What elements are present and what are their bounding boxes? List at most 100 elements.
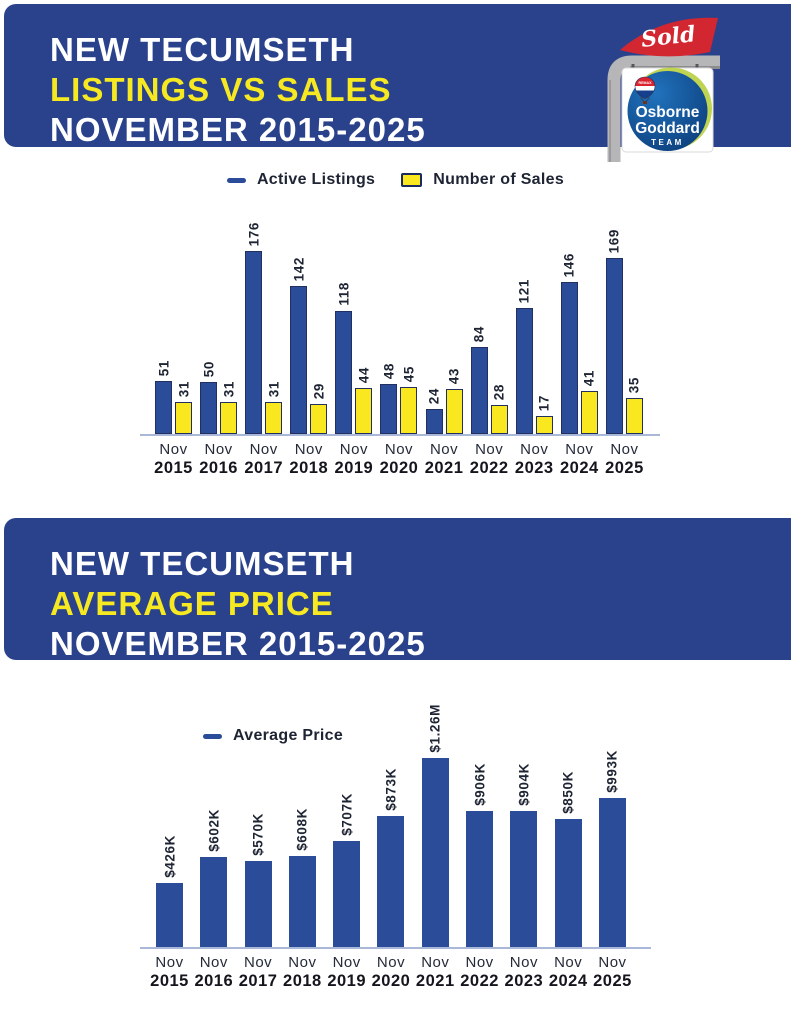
listings-sales-title: NEW TECUMSETH LISTINGS VS SALES NOVEMBER… [4, 4, 791, 150]
bar [244, 861, 272, 947]
bar-group: $993K [598, 750, 626, 947]
bar [200, 382, 218, 434]
bar-slot: 176 [245, 222, 263, 434]
legend-item-average-price: Average Price [203, 727, 343, 745]
bar-value-label: 51 [156, 359, 171, 376]
plot-area: $426K $602K $570K $608K $707K $873K $1.26M $906… [140, 704, 651, 949]
bar-group: $904K [510, 763, 538, 947]
bar-value-label: 17 [536, 394, 552, 411]
sold-flag-label: Sold [640, 21, 697, 53]
bar-group: $570K [244, 813, 272, 947]
bar-value-label: 31 [221, 380, 237, 397]
bar-value-label: 50 [201, 360, 217, 377]
bar [335, 311, 353, 434]
bar-group: 118 44 [335, 282, 373, 434]
bar-value-label: 169 [606, 228, 622, 253]
bar-value-label: $602K [206, 809, 222, 852]
bar-group: $850K [554, 771, 582, 947]
bar-value-label: $608K [294, 808, 310, 851]
bar-slot: $906K [466, 763, 494, 947]
bar [175, 402, 192, 434]
x-axis-label: Nov 2023 [514, 441, 554, 477]
bar-slot: 84 [470, 326, 488, 434]
bar [598, 798, 626, 947]
average-price-header-band: NEW TECUMSETH AVERAGE PRICE NOVEMBER 201… [4, 518, 791, 662]
bar-group: 50 31 [200, 361, 238, 434]
bar-value-label: 84 [471, 325, 487, 342]
average-price-title: NEW TECUMSETH AVERAGE PRICE NOVEMBER 201… [4, 518, 791, 664]
bar [470, 347, 488, 434]
bar-group: $707K [333, 793, 361, 947]
bar-group: 121 17 [515, 279, 553, 434]
bar [425, 409, 443, 434]
bar-value-label: 48 [381, 362, 397, 379]
x-axis-label: Nov 2017 [244, 441, 284, 477]
x-axis-label: Nov 2022 [469, 441, 509, 477]
bar-value-label: 24 [426, 387, 442, 404]
x-axis: Nov 2015 Nov 2016 Nov 2017 Nov 2018 Nov 2019 Nov 20… [150, 954, 631, 991]
x-axis-label: Nov 2019 [327, 954, 367, 990]
bar [265, 402, 283, 434]
bar-slot: 43 [445, 368, 463, 434]
x-axis-label: Nov 2022 [460, 954, 499, 990]
bar-value-label: $1.26M [427, 704, 443, 753]
bar-slot: $426K [156, 835, 183, 947]
bar [288, 856, 316, 947]
bar [220, 402, 238, 434]
title-line-1: NEW TECUMSETH [50, 545, 355, 582]
x-axis: Nov 2015 Nov 2016 Nov 2017 Nov 2018 Nov 2019 Nov 20… [154, 441, 643, 478]
legend-item-active-listings: Active Listings [226, 171, 376, 189]
x-axis-label: Nov 2020 [379, 441, 419, 477]
bar [155, 381, 172, 434]
legend-label: Active Listings [256, 171, 376, 188]
bar [355, 388, 373, 434]
bar [510, 811, 538, 947]
bar-slot: 41 [580, 370, 598, 434]
x-axis-label: Nov 2016 [194, 954, 234, 990]
bar [245, 251, 263, 434]
bar-group: 84 28 [470, 326, 508, 434]
bar-slot: 45 [400, 366, 418, 434]
x-axis-label: Nov 2016 [199, 441, 238, 477]
remax-balloon-icon: REMAX [634, 76, 656, 104]
bar-value-label: 176 [246, 221, 262, 246]
legend-label: Number of Sales [433, 171, 565, 188]
x-axis-label: Nov 2018 [289, 441, 329, 477]
bar-value-label: 41 [581, 369, 597, 386]
x-axis-label: Nov 2021 [415, 954, 455, 990]
bar-slot: 35 [625, 377, 643, 434]
bar-slot: $873K [377, 768, 405, 947]
bar-slot: $570K [244, 813, 272, 947]
bar [466, 811, 494, 947]
bar-group: 176 31 [245, 222, 283, 434]
sold-flag: Sold [620, 17, 718, 57]
bar-value-label: 121 [516, 278, 532, 303]
bar-slot: 24 [425, 388, 443, 434]
team-sign: Osborne Goddard TEAM REMAX [621, 64, 714, 153]
bar [290, 286, 308, 434]
balloon-label: REMAX [639, 81, 653, 85]
x-axis-label: Nov 2024 [559, 441, 599, 477]
team-logo: Sold Osborne Goddard TEAM REMAX [607, 17, 720, 162]
x-axis-label: Nov 2015 [150, 954, 189, 990]
bar [310, 404, 328, 434]
bar-slot: 51 [155, 360, 172, 434]
bar-value-label: $570K [250, 813, 266, 856]
bar-slot: 121 [515, 279, 533, 434]
bar [333, 841, 361, 947]
bar-slot: $1.26M [421, 704, 449, 947]
bar-slot: 50 [200, 361, 218, 434]
x-axis-label: Nov 2021 [424, 441, 464, 477]
bar [625, 398, 643, 434]
bar-group: $1.26M [421, 704, 449, 947]
x-axis-label: Nov 2020 [371, 954, 411, 990]
bar-value-label: 142 [291, 256, 307, 281]
bar-slot: 31 [175, 381, 192, 434]
bar-group: $906K [466, 763, 494, 947]
bar-value-label: 44 [356, 366, 372, 383]
bar-slot: 31 [220, 381, 238, 434]
bar-slot: 142 [290, 257, 308, 434]
bar-slot: $850K [554, 771, 582, 947]
bar [377, 816, 405, 947]
